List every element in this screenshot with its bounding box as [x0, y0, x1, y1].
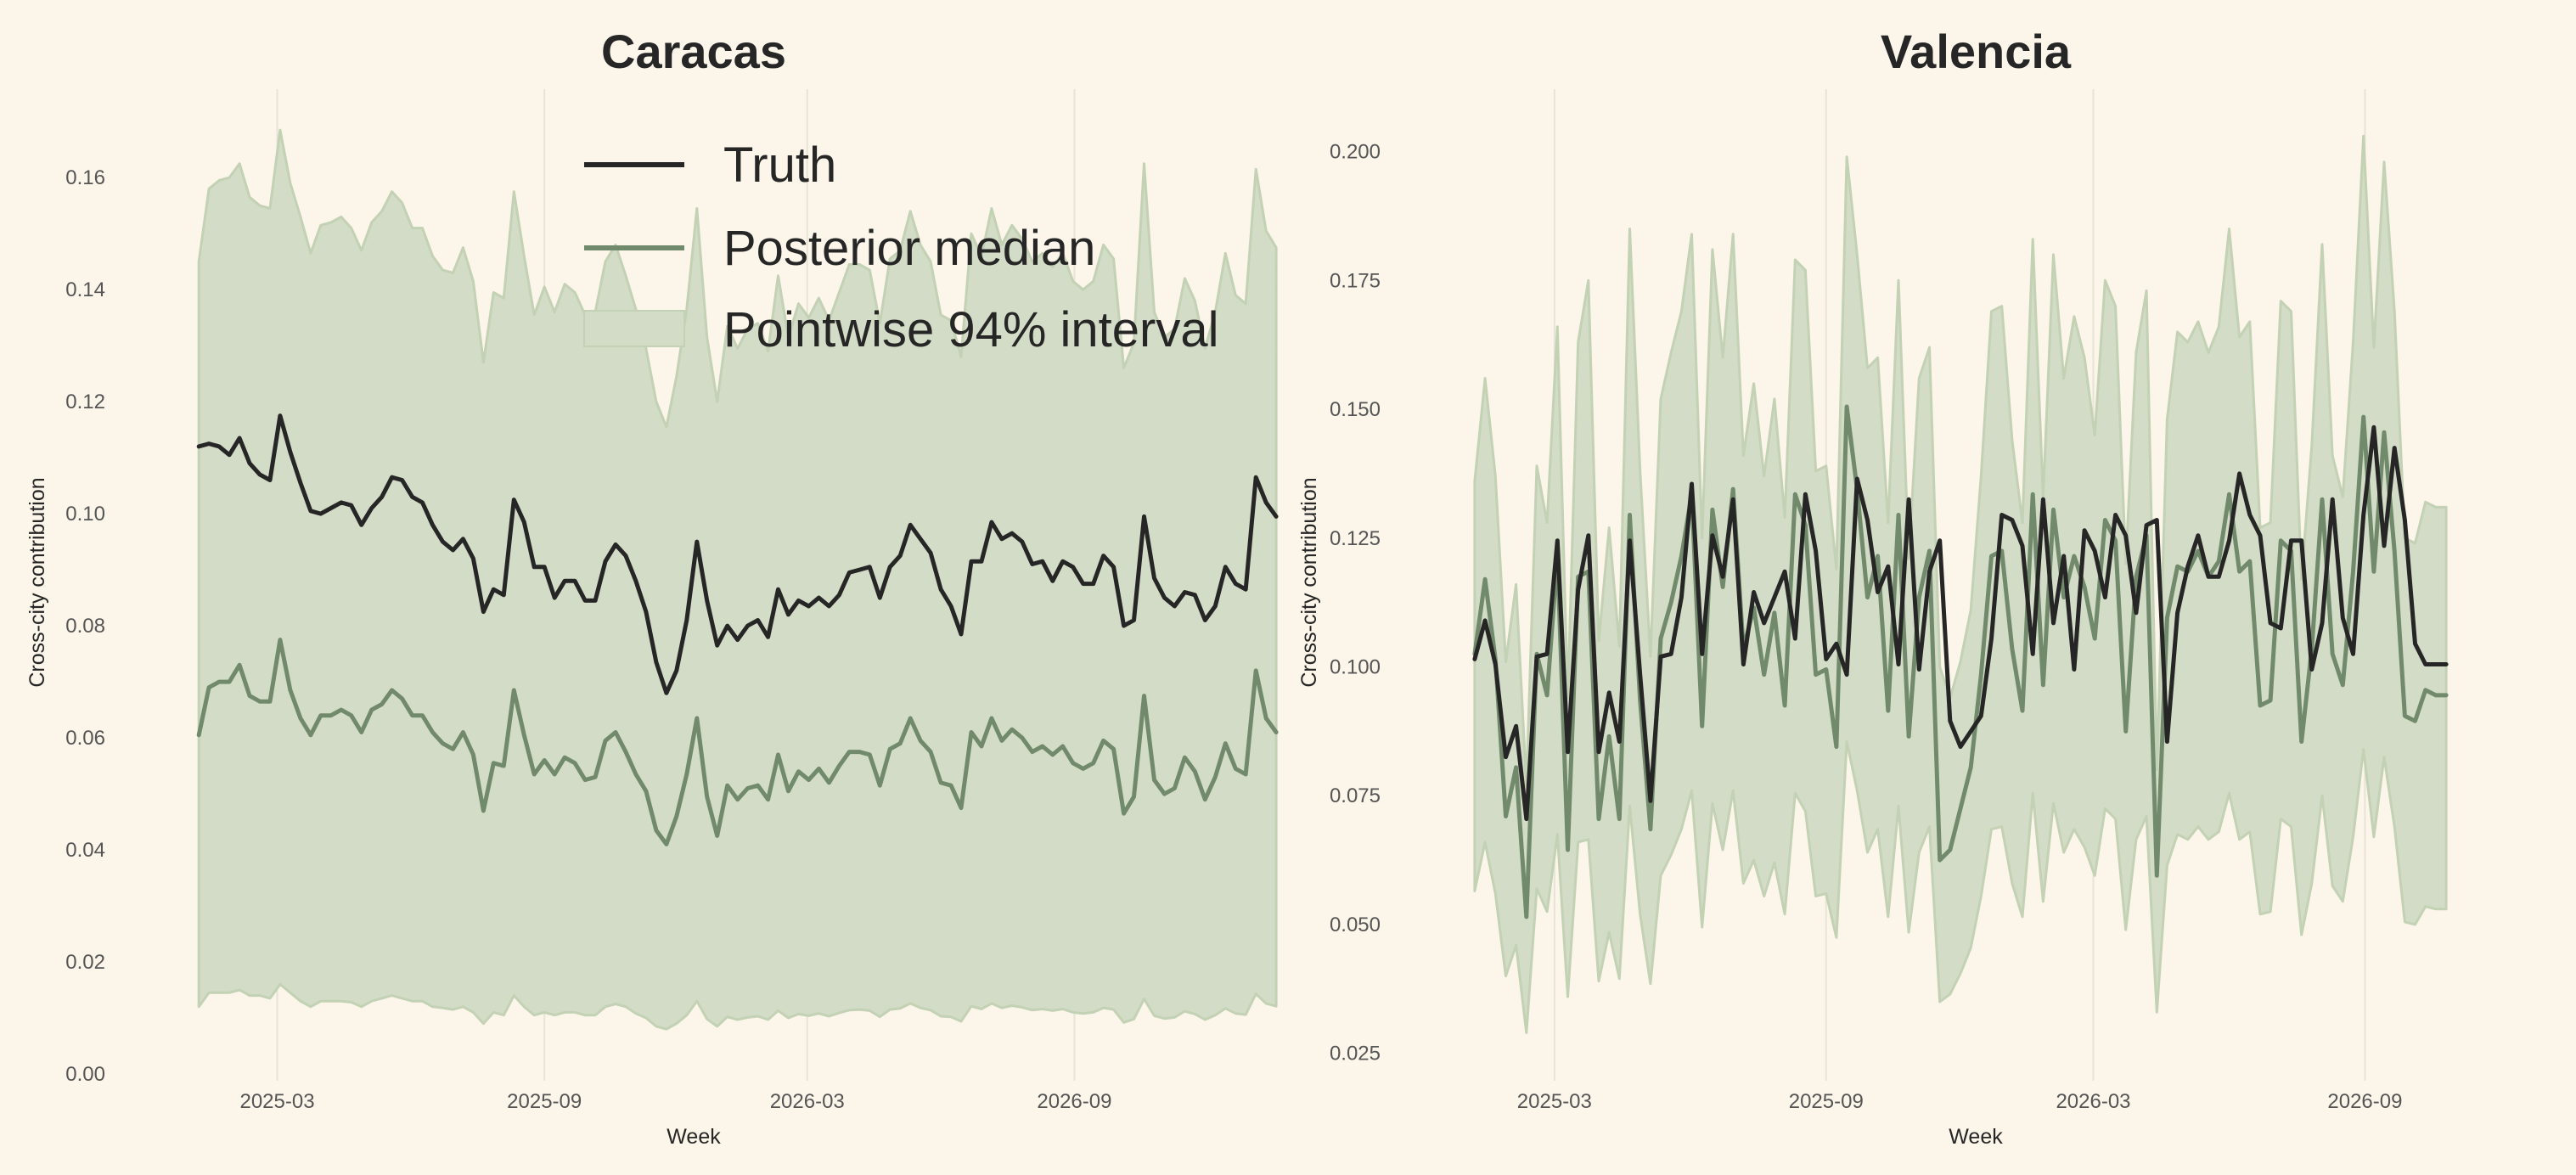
panel-valencia-title: Valencia	[1881, 25, 2072, 78]
panel-valencia-x-ticks: 2025-03 2025-09 2026-03 2026-09	[1517, 1090, 2403, 1113]
x-tick-label: 2025-03	[239, 1090, 314, 1113]
y-tick-label: 0.16	[65, 166, 105, 189]
legend: Truth Posterior median Pointwise 94% int…	[583, 138, 1219, 357]
panel-caracas-series-layer	[196, 413, 1279, 846]
valencia-truth-line	[1472, 424, 2449, 822]
legend-truth-label: Truth	[723, 138, 836, 193]
y-tick-label: 0.200	[1330, 141, 1381, 164]
y-tick-label: 0.04	[65, 839, 105, 862]
y-tick-label: 0.14	[65, 278, 105, 301]
y-tick-label: 0.08	[65, 615, 105, 638]
panel-caracas-y-axis-label: Cross-city contribution	[25, 477, 49, 687]
y-tick-label: 0.02	[65, 951, 105, 974]
panel-caracas-title: Caracas	[601, 25, 786, 78]
x-tick-label: 2026-03	[2056, 1090, 2130, 1113]
y-tick-label: 0.10	[65, 503, 105, 526]
panel-caracas-x-axis-label: Week	[666, 1125, 721, 1149]
x-tick-label: 2026-03	[770, 1090, 845, 1113]
x-tick-label: 2025-03	[1517, 1090, 1592, 1113]
panel-valencia-series-layer	[1472, 404, 2449, 919]
panel-valencia-y-axis-label: Cross-city contribution	[1297, 477, 1321, 687]
y-tick-label: 0.075	[1330, 784, 1381, 807]
valencia-interval-band	[1473, 134, 2448, 1034]
panel-caracas-x-ticks: 2025-03 2025-09 2026-03 2026-09	[239, 1090, 1111, 1113]
x-tick-label: 2026-09	[2327, 1090, 2402, 1113]
x-tick-label: 2025-09	[507, 1090, 582, 1113]
y-tick-label: 0.050	[1330, 914, 1381, 936]
legend-median-label: Posterior median	[723, 221, 1095, 276]
panel-caracas-y-ticks: 0.00 0.02 0.04 0.06 0.08 0.10 0.12 0.14 0.16	[65, 166, 105, 1086]
y-tick-label: 0.12	[65, 391, 105, 413]
panel-valencia-x-axis-label: Week	[1949, 1125, 2003, 1149]
y-tick-label: 0.150	[1330, 398, 1381, 421]
x-tick-label: 2026-09	[1037, 1090, 1111, 1113]
x-tick-label: 2025-09	[1789, 1090, 1864, 1113]
y-tick-label: 0.025	[1330, 1043, 1381, 1065]
panel-caracas: 0.00 0.02 0.04 0.06 0.08 0.10 0.12 0.14 0.16 202…	[25, 25, 1279, 1149]
caracas-interval-band	[197, 128, 1278, 1031]
y-tick-label: 0.100	[1330, 656, 1381, 679]
y-tick-label: 0.00	[65, 1063, 105, 1086]
panel-valencia-interval-layer	[1473, 134, 2448, 1034]
caracas-posterior-median-line	[196, 638, 1279, 846]
panel-valencia: 0.025 0.050 0.075 0.100 0.125 0.150 0.175 0.200…	[1297, 25, 2449, 1149]
legend-interval-swatch	[583, 310, 685, 347]
panel-valencia-y-ticks: 0.025 0.050 0.075 0.100 0.125 0.150 0.175 0.200	[1330, 141, 1381, 1065]
legend-interval-label: Pointwise 94% interval	[723, 302, 1219, 357]
y-tick-label: 0.125	[1330, 527, 1381, 550]
panel-caracas-interval-layer	[197, 128, 1278, 1031]
caracas-truth-line	[196, 413, 1279, 695]
y-tick-label: 0.06	[65, 727, 105, 750]
y-tick-label: 0.175	[1330, 269, 1381, 292]
